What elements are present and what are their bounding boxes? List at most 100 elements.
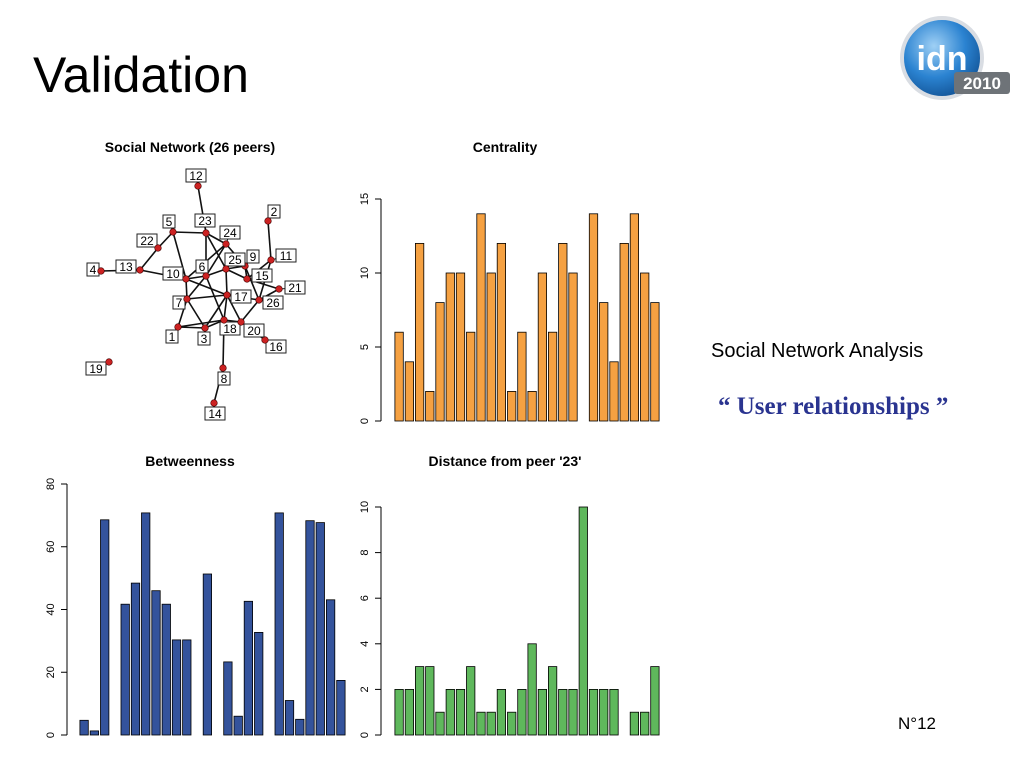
network-edge xyxy=(205,275,225,321)
network-edge xyxy=(177,326,206,329)
node-label: 5 xyxy=(166,215,173,229)
network-edge xyxy=(204,294,228,329)
bar xyxy=(629,711,640,736)
y-tick-label: 5 xyxy=(359,344,371,350)
node-label-box xyxy=(219,321,241,336)
network-edge xyxy=(258,288,280,301)
y-tick-label: 60 xyxy=(45,541,57,553)
network-edge xyxy=(186,294,228,300)
bar xyxy=(141,512,151,736)
bar xyxy=(609,361,619,422)
bar xyxy=(517,331,527,422)
bar xyxy=(254,632,264,736)
node-label: 10 xyxy=(166,267,180,281)
network-node xyxy=(243,275,251,283)
bar xyxy=(476,213,486,422)
network-node xyxy=(97,267,105,275)
bar xyxy=(394,331,404,422)
node-label-box xyxy=(136,233,158,248)
slide-number: N°12 xyxy=(898,714,936,733)
bar xyxy=(404,361,415,422)
betweenness-chart: Betweenness 0 20 40 60 80 xyxy=(45,453,346,738)
logo-year: 2010 xyxy=(963,74,1001,93)
network-node xyxy=(219,364,227,372)
bar xyxy=(243,600,253,736)
bar xyxy=(486,711,496,736)
bar xyxy=(507,390,517,422)
node-label-box xyxy=(204,406,226,421)
network-node xyxy=(194,182,202,190)
network-edge xyxy=(157,231,174,249)
bar xyxy=(466,666,476,736)
network-node xyxy=(264,217,272,225)
bar xyxy=(425,666,435,736)
node-label: 21 xyxy=(288,281,302,295)
bar xyxy=(527,390,537,422)
network-node xyxy=(220,316,228,324)
node-label-box xyxy=(243,323,265,338)
node-label-box xyxy=(162,214,176,229)
bar xyxy=(650,302,660,422)
bar xyxy=(89,730,99,736)
node-label-box xyxy=(165,329,179,344)
bar xyxy=(599,302,609,422)
y-tick-label: 40 xyxy=(45,603,57,615)
y-tick-label: 80 xyxy=(45,478,57,490)
node-label-box xyxy=(115,259,137,274)
distance-chart: Distance from peer '23' 0 2 4 6 8 10 xyxy=(359,453,660,738)
node-label: 16 xyxy=(269,340,283,354)
y-tick-label: 0 xyxy=(359,732,371,738)
bar xyxy=(223,661,233,736)
network-node xyxy=(223,291,231,299)
network-edge xyxy=(205,243,227,277)
bar xyxy=(274,512,284,736)
node-label-box xyxy=(217,371,231,386)
bar xyxy=(305,520,315,736)
node-label: 24 xyxy=(223,226,237,240)
node-label-box xyxy=(284,280,306,295)
bar xyxy=(558,242,568,422)
network-edge xyxy=(205,232,227,270)
bar xyxy=(568,689,578,736)
node-label: 20 xyxy=(247,324,261,338)
idn-2010-logo: idn 2010 xyxy=(900,16,1010,100)
bar xyxy=(120,603,130,736)
bar xyxy=(496,242,507,422)
node-label: 13 xyxy=(119,260,133,274)
node-label: 14 xyxy=(208,407,222,421)
node-label: 9 xyxy=(250,250,257,264)
bar xyxy=(455,689,466,736)
network-node xyxy=(210,399,218,407)
bar xyxy=(130,582,141,736)
y-tick-label: 0 xyxy=(359,418,371,424)
node-label: 26 xyxy=(266,296,280,310)
node-label: 12 xyxy=(189,169,203,183)
node-label: 8 xyxy=(221,372,228,386)
network-node xyxy=(136,266,144,274)
node-label-box xyxy=(219,225,241,240)
bar xyxy=(171,639,182,736)
node-label-box xyxy=(85,361,107,376)
y-tick-label: 15 xyxy=(359,193,371,205)
sna-quote: “ User relationships ” xyxy=(718,393,949,420)
node-label-box xyxy=(230,289,252,304)
centrality-chart: Centrality 0 5 10 15 xyxy=(359,139,660,424)
network-node xyxy=(183,295,191,303)
bar xyxy=(100,519,110,736)
network-edge xyxy=(244,265,260,301)
bar xyxy=(325,599,336,736)
bar xyxy=(336,680,346,736)
bar xyxy=(414,666,425,736)
node-label: 17 xyxy=(234,290,248,304)
y-tick-label: 20 xyxy=(45,666,57,678)
network-edge xyxy=(186,275,207,300)
node-label-box xyxy=(194,213,216,228)
y-tick-label: 6 xyxy=(359,595,371,601)
bar xyxy=(486,272,496,422)
bar xyxy=(599,689,609,736)
bar xyxy=(284,700,295,736)
network-node xyxy=(154,244,162,252)
bar xyxy=(202,573,212,736)
network-edge xyxy=(225,268,228,296)
distance-title: Distance from peer '23' xyxy=(429,453,582,469)
